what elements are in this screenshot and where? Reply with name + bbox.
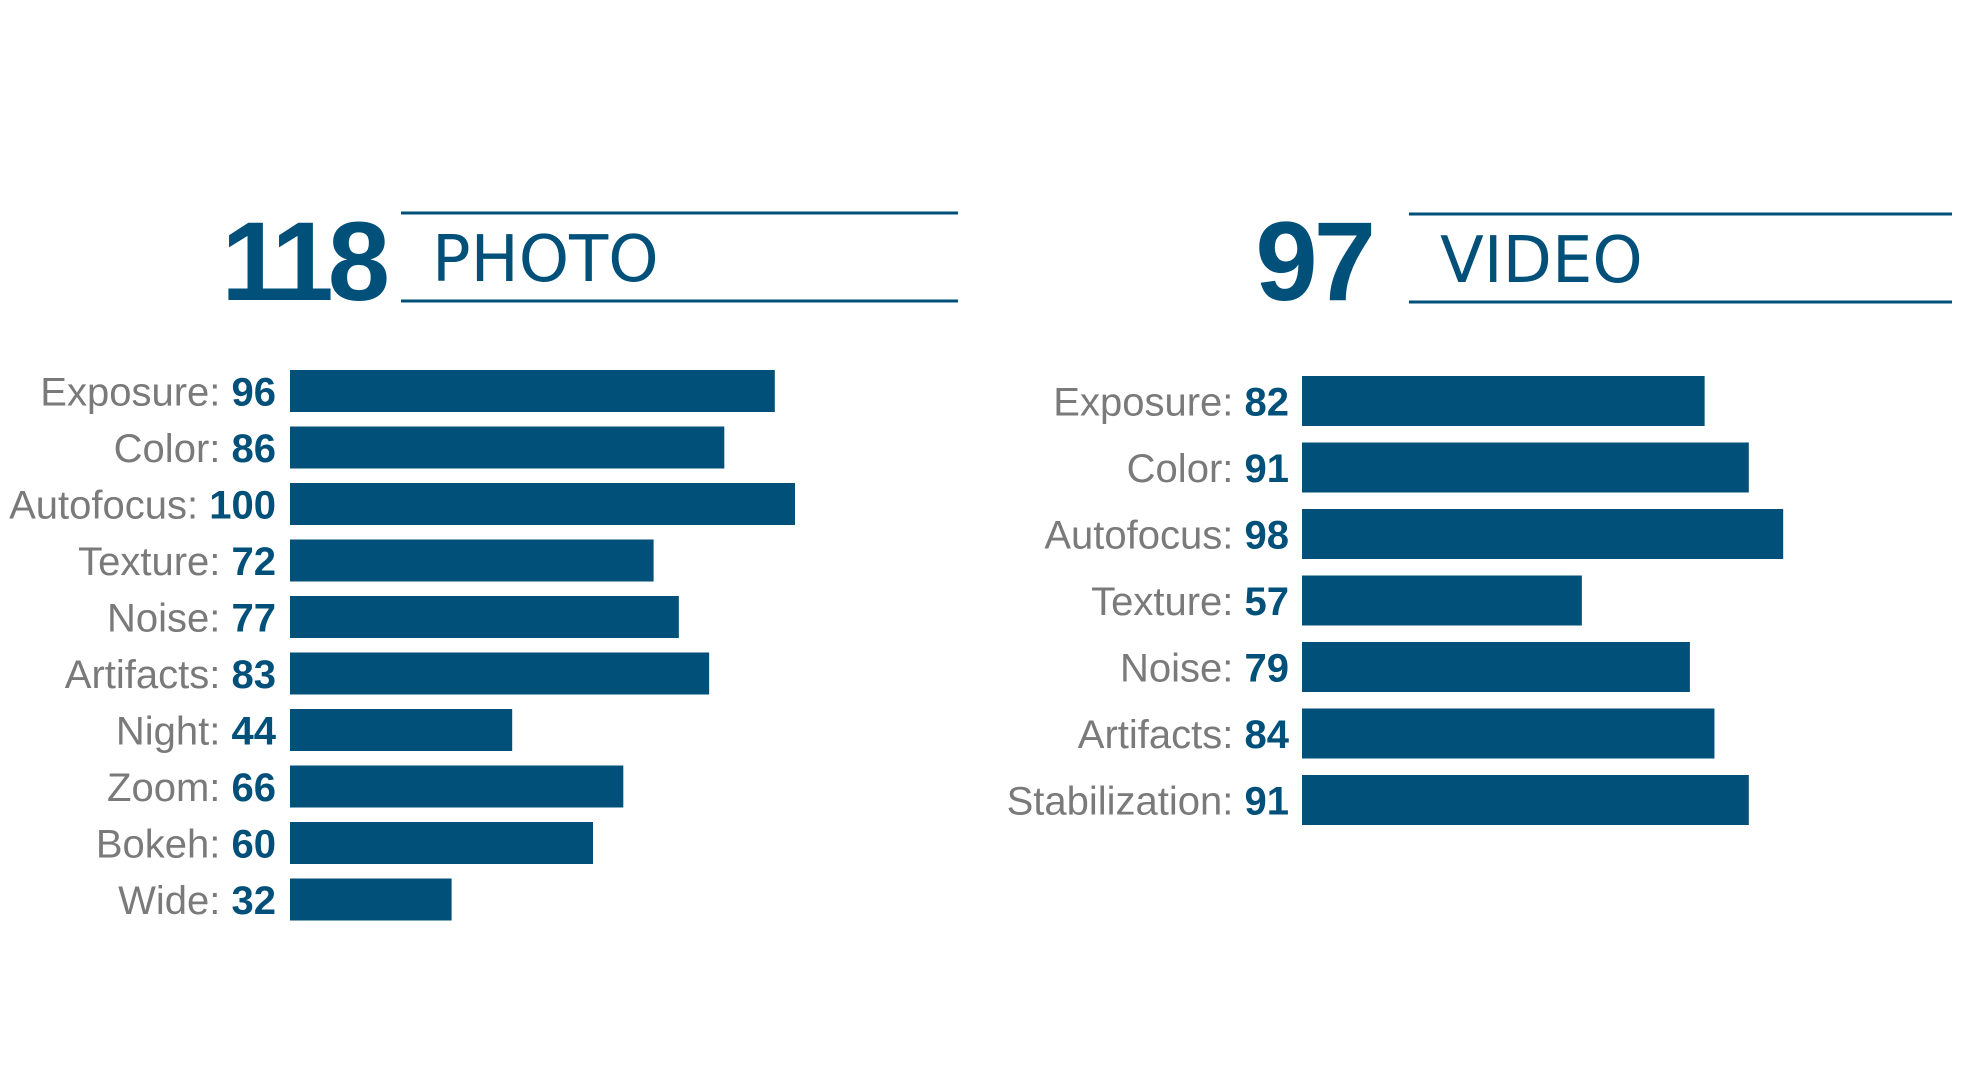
photo-category-wide: Wide xyxy=(118,879,209,923)
video-label-color: Color: 91 xyxy=(1127,447,1289,491)
video-colon-artifacts: : xyxy=(1222,713,1244,757)
video-category-artifacts: Artifacts xyxy=(1078,713,1222,757)
photo-value-night: 44 xyxy=(232,709,277,753)
photo-label-texture: Texture: 72 xyxy=(78,540,276,584)
video-category-texture: Texture xyxy=(1091,580,1222,624)
photo-bar-exposure xyxy=(290,370,775,412)
photo-bar-autofocus xyxy=(290,483,795,525)
photo-colon-zoom: : xyxy=(209,766,231,810)
photo-category-bokeh: Bokeh xyxy=(96,822,209,866)
video-bar-chart: Exposure: 82 Color: 91 Autofocus: 98 Textur… xyxy=(1007,376,1784,825)
photo-colon-noise: : xyxy=(209,596,231,640)
video-value-noise: 79 xyxy=(1245,646,1290,690)
photo-title: PHOTO xyxy=(432,223,659,297)
photo-label-wide: Wide: 32 xyxy=(118,879,276,923)
photo-label-artifacts: Artifacts: 83 xyxy=(65,653,276,697)
photo-label-exposure: Exposure: 96 xyxy=(40,370,276,414)
video-value-autofocus: 98 xyxy=(1245,513,1290,557)
video-bar-texture xyxy=(1302,575,1582,626)
video-colon-noise: : xyxy=(1222,646,1244,690)
photo-colon-artifacts: : xyxy=(209,653,231,697)
photo-value-bokeh: 60 xyxy=(232,822,277,866)
photo-bar-wide xyxy=(290,878,452,921)
video-value-stabilization: 91 xyxy=(1245,779,1290,823)
video-value-artifacts: 84 xyxy=(1245,713,1290,757)
photo-label-noise: Noise: 77 xyxy=(107,596,276,640)
photo-colon-night: : xyxy=(209,709,231,753)
video-colon-texture: : xyxy=(1222,580,1244,624)
video-category-stabilization: Stabilization xyxy=(1007,779,1223,823)
photo-header: 118 PHOTO xyxy=(221,199,958,324)
photo-label-zoom: Zoom: 66 xyxy=(107,766,276,810)
photo-value-wide: 32 xyxy=(232,879,277,923)
photo-category-noise: Noise xyxy=(107,596,209,640)
video-bar-noise xyxy=(1302,642,1690,692)
video-category-noise: Noise xyxy=(1120,646,1222,690)
video-value-texture: 57 xyxy=(1245,580,1290,624)
video-chart-viewport: Exposure: 82 Color: 91 Autofocus: 98 Textur… xyxy=(1007,376,1784,825)
photo-category-texture: Texture xyxy=(78,540,209,584)
photo-category-zoom: Zoom xyxy=(107,766,209,810)
photo-label-bokeh: Bokeh: 60 xyxy=(96,822,276,866)
video-colon-exposure: : xyxy=(1222,380,1244,424)
photo-bar-zoom xyxy=(290,765,624,808)
video-label-exposure: Exposure: 82 xyxy=(1053,380,1289,424)
photo-category-night: Night xyxy=(116,709,209,753)
photo-value-artifacts: 83 xyxy=(232,653,277,697)
video-value-color: 91 xyxy=(1245,447,1290,491)
photo-value-exposure: 96 xyxy=(232,370,277,414)
video-value-exposure: 82 xyxy=(1245,380,1290,424)
video-bar-autofocus xyxy=(1302,509,1784,559)
photo-colon-autofocus: : xyxy=(187,483,209,527)
video-category-exposure: Exposure xyxy=(1053,380,1222,424)
video-label-autofocus: Autofocus: 98 xyxy=(1044,513,1289,557)
video-bar-stabilization xyxy=(1302,775,1749,825)
video-label-noise: Noise: 79 xyxy=(1120,646,1289,690)
photo-bar-texture xyxy=(290,539,654,582)
video-label-artifacts: Artifacts: 84 xyxy=(1078,713,1290,757)
photo-category-artifacts: Artifacts xyxy=(65,653,209,697)
video-header: 97 VIDEO xyxy=(1255,199,1952,324)
video-score: 97 xyxy=(1255,199,1372,324)
video-label-texture: Texture: 57 xyxy=(1091,580,1289,624)
video-colon-stabilization: : xyxy=(1222,779,1244,823)
photo-colon-texture: : xyxy=(209,540,231,584)
video-title: VIDEO xyxy=(1440,224,1643,298)
photo-colon-exposure: : xyxy=(209,370,231,414)
video-category-color: Color xyxy=(1127,447,1223,491)
video-category-autofocus: Autofocus xyxy=(1044,513,1222,557)
photo-colon-bokeh: : xyxy=(209,822,231,866)
photo-value-texture: 72 xyxy=(232,540,277,584)
photo-bar-artifacts xyxy=(290,652,710,695)
photo-label-night: Night: 44 xyxy=(116,709,277,753)
photo-value-noise: 77 xyxy=(232,596,277,640)
photo-bar-night xyxy=(290,709,513,751)
video-bar-artifacts xyxy=(1302,708,1715,759)
video-bar-color xyxy=(1302,442,1749,493)
photo-category-color: Color xyxy=(114,427,210,471)
photo-value-zoom: 66 xyxy=(232,766,277,810)
video-bar-exposure xyxy=(1302,376,1705,426)
photo-colon-color: : xyxy=(209,427,231,471)
photo-category-exposure: Exposure xyxy=(40,370,209,414)
photo-label-color: Color: 86 xyxy=(114,427,276,471)
photo-bar-noise xyxy=(290,596,679,638)
photo-category-autofocus: Autofocus xyxy=(9,483,187,527)
photo-colon-wide: : xyxy=(209,879,231,923)
photo-label-autofocus: Autofocus: 100 xyxy=(9,483,276,527)
photo-score: 118 xyxy=(221,199,386,324)
video-label-stabilization: Stabilization: 91 xyxy=(1007,779,1289,823)
photo-value-color: 86 xyxy=(232,427,277,471)
video-colon-color: : xyxy=(1222,447,1244,491)
photo-value-autofocus: 100 xyxy=(209,483,276,527)
photo-bar-color xyxy=(290,426,725,469)
photo-bar-bokeh xyxy=(290,822,593,864)
video-colon-autofocus: : xyxy=(1222,513,1244,557)
